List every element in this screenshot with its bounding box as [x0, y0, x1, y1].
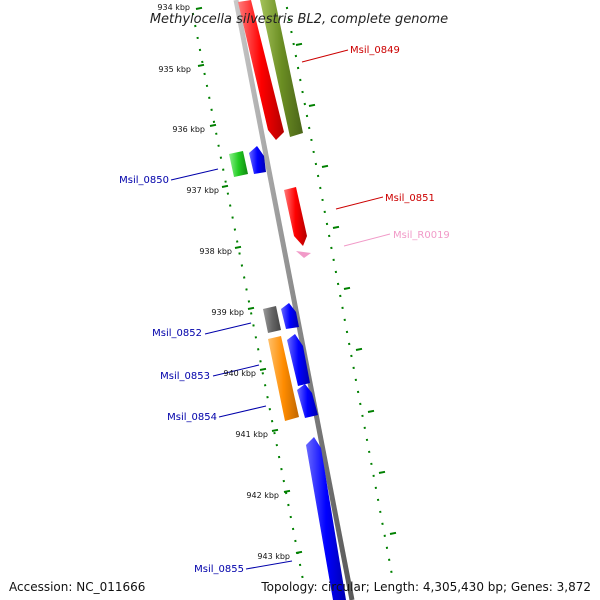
tick-marks-right: [285, 6, 393, 573]
leader-msil-0850: [170, 168, 219, 181]
leader-msil-r0019: [343, 233, 391, 247]
major-tick: [343, 286, 351, 290]
gene-label[interactable]: Msil_0849: [350, 45, 400, 56]
tick-label: 935 kbp: [158, 65, 191, 74]
gene-feature-msil-0855[interactable]: [306, 437, 346, 600]
gene-label[interactable]: Msil_0852: [152, 328, 202, 339]
genome-backbone: [233, 0, 355, 600]
major-tick: [283, 489, 291, 493]
gene-feature-blue-0852b[interactable]: [281, 303, 299, 329]
tick-labels: 934 kbp 935 kbp 936 kbp 937 kbp 938 kbp …: [157, 3, 290, 561]
major-tick: [209, 123, 217, 127]
major-tick: [295, 42, 303, 46]
gene-label[interactable]: Msil_0853: [160, 371, 210, 382]
gene-feature-msil-0853-orange[interactable]: [268, 336, 299, 421]
leader-msil-0851: [335, 196, 384, 210]
major-tick: [195, 6, 203, 10]
gene-label[interactable]: Msil_0854: [167, 412, 217, 423]
label-leader-lines: [170, 49, 391, 570]
gene-feature-msil-0851[interactable]: [284, 187, 307, 246]
gene-label[interactable]: Msil_0855: [194, 564, 244, 575]
major-tick: [355, 347, 363, 351]
leader-msil-0855: [245, 560, 293, 570]
major-tick: [247, 306, 255, 310]
feature-track: [229, 0, 346, 600]
tick-marks-left: [191, 12, 304, 579]
major-tick-marks: [195, 6, 397, 554]
tick-label: 941 kbp: [235, 430, 268, 439]
tick-label: 943 kbp: [257, 552, 290, 561]
major-tick: [271, 428, 279, 432]
tick-label: 939 kbp: [211, 308, 244, 317]
leader-msil-0854: [218, 405, 267, 418]
gene-labels: Msil_0849 Msil_0850 Msil_0851 Msil_R0019…: [119, 45, 450, 575]
major-tick: [321, 164, 329, 168]
genome-title: Methylocella silvestris BL2, complete ge…: [150, 12, 448, 27]
leader-msil-0853: [212, 364, 260, 377]
accession-text: Accession: NC_011666: [9, 580, 146, 594]
major-tick: [389, 531, 397, 535]
genome-summary-text: Topology: circular; Length: 4,305,430 bp…: [261, 580, 591, 594]
tick-label: 942 kbp: [246, 491, 279, 500]
gene-feature-blue-0850b[interactable]: [249, 146, 266, 174]
gene-label[interactable]: Msil_R0019: [393, 230, 450, 241]
major-tick: [234, 245, 242, 249]
gene-label[interactable]: Msil_0850: [119, 175, 169, 186]
major-tick: [221, 184, 229, 188]
tick-label: 938 kbp: [199, 247, 232, 256]
rna-feature-msil-r0019[interactable]: [296, 251, 311, 258]
major-tick: [378, 470, 386, 474]
major-tick: [197, 63, 205, 67]
gene-feature-blue-0853b[interactable]: [287, 334, 310, 386]
gene-feature-olive[interactable]: [260, 0, 303, 137]
gene-feature-msil-0854[interactable]: [297, 384, 318, 418]
leader-msil-0852: [204, 322, 252, 335]
major-tick: [332, 225, 340, 229]
gene-feature-msil-0852-gray[interactable]: [263, 306, 281, 333]
leader-msil-0849: [301, 49, 349, 63]
tick-label: 936 kbp: [172, 125, 205, 134]
major-tick: [259, 367, 267, 371]
gene-feature-msil-0850-green[interactable]: [229, 151, 248, 177]
tick-label: 937 kbp: [186, 186, 219, 195]
major-tick: [308, 103, 316, 107]
tick-label: 934 kbp: [157, 3, 190, 12]
gene-feature-msil-0849[interactable]: [238, 0, 284, 140]
major-tick: [295, 550, 303, 554]
major-tick: [367, 409, 375, 413]
gene-label[interactable]: Msil_0851: [385, 193, 435, 204]
tick-label: 940 kbp: [223, 369, 256, 378]
